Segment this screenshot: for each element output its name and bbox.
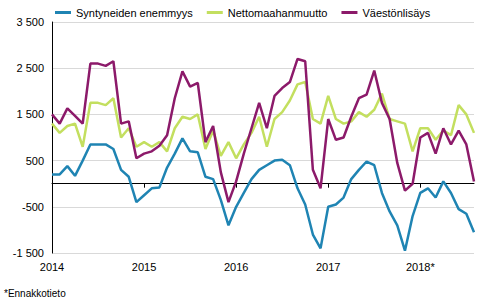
svg-text:Väestönlisäys: Väestönlisäys [362,7,430,19]
svg-text:2014: 2014 [40,261,64,273]
svg-text:2018*: 2018* [406,261,435,273]
svg-text:2015: 2015 [132,261,156,273]
svg-text:Syntyneiden enemmyys: Syntyneiden enemmyys [76,7,193,19]
svg-text:*Ennakkotieto: *Ennakkotieto [4,288,66,299]
svg-text:3 500: 3 500 [16,16,44,28]
svg-text:2016: 2016 [224,261,248,273]
svg-text:500: 500 [26,155,44,167]
svg-text:2017: 2017 [316,261,340,273]
svg-text:-1 500: -1 500 [13,247,44,259]
svg-text:-500: -500 [22,201,44,213]
svg-text:2 500: 2 500 [16,62,44,74]
svg-text:1 500: 1 500 [16,108,44,120]
svg-text:Nettomaahanmuutto: Nettomaahanmuutto [228,7,328,19]
